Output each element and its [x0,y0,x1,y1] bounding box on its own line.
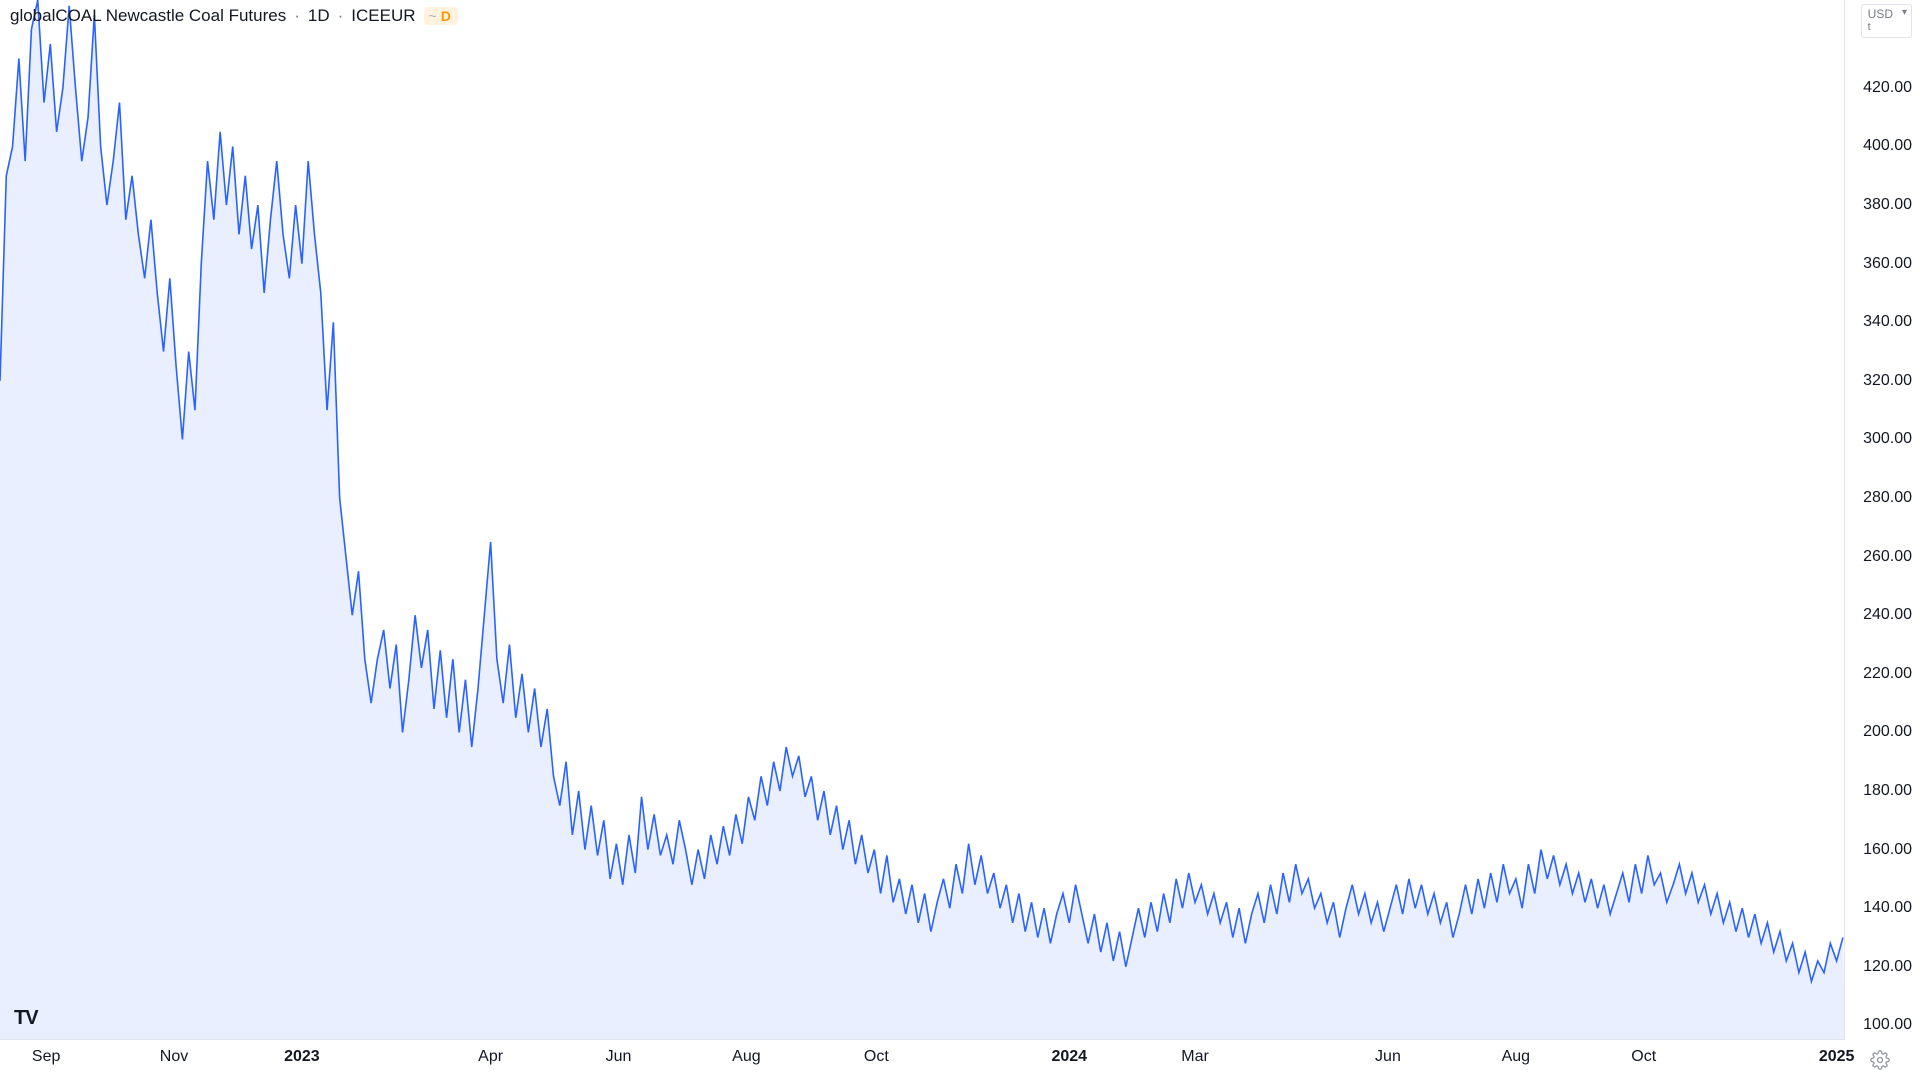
gear-icon[interactable] [1870,1050,1890,1070]
y-tick-label: 280.00 [1863,489,1912,507]
x-tick-label: Apr [478,1048,503,1066]
x-tick-label: Mar [1181,1048,1209,1066]
y-tick-label: 420.00 [1863,79,1912,97]
x-tick-label: 2024 [1051,1048,1087,1066]
x-tick-label: Oct [864,1048,889,1066]
currency-unit: t [1868,21,1893,34]
x-tick-label: Jun [1375,1048,1401,1066]
x-tick-label: 2023 [284,1048,320,1066]
y-tick-label: 140.00 [1863,899,1912,917]
separator: · [294,6,300,26]
y-tick-label: 160.00 [1863,841,1912,859]
interval-badge[interactable]: ~ D [424,7,458,25]
x-tick-label: Oct [1631,1048,1656,1066]
y-tick-label: 200.00 [1863,723,1912,741]
currency-code: USD [1868,7,1893,21]
y-tick-label: 240.00 [1863,606,1912,624]
interval-label[interactable]: 1D [308,6,330,26]
x-tick-label: Sep [32,1048,60,1066]
currency-selector[interactable]: USD t [1861,4,1912,38]
x-tick-label: Nov [160,1048,188,1066]
separator: · [338,6,344,26]
x-tick-label: Jun [606,1048,632,1066]
y-tick-label: 400.00 [1863,137,1912,155]
y-axis[interactable]: 100.00 120.00 140.00 160.00 180.00 200.00 220.… [1844,0,1920,1040]
symbol-title[interactable]: globalCOAL Newcastle Coal Futures [10,6,286,26]
y-tick-label: 360.00 [1863,255,1912,273]
y-tick-label: 340.00 [1863,313,1912,331]
y-tick-label: 320.00 [1863,372,1912,390]
y-tick-label: 260.00 [1863,548,1912,566]
exchange-label[interactable]: ICEEUR [351,6,415,26]
y-tick-label: 180.00 [1863,782,1912,800]
area-fill [0,0,1845,1040]
chart-header: globalCOAL Newcastle Coal Futures · 1D ·… [10,6,458,26]
y-tick-label: 120.00 [1863,958,1912,976]
x-tick-label: Aug [1502,1048,1530,1066]
x-axis[interactable]: SepNov2023AprJunAugOct2024MarJunAugOct20… [0,1039,1845,1080]
tradingview-logo[interactable]: T‌V [14,1007,38,1030]
price-chart[interactable] [0,0,1845,1040]
y-tick-label: 380.00 [1863,196,1912,214]
y-tick-label: 100.00 [1863,1016,1912,1034]
x-tick-label: 2025 [1819,1048,1855,1066]
y-tick-label: 220.00 [1863,665,1912,683]
x-tick-label: Aug [732,1048,760,1066]
y-tick-label: 300.00 [1863,430,1912,448]
